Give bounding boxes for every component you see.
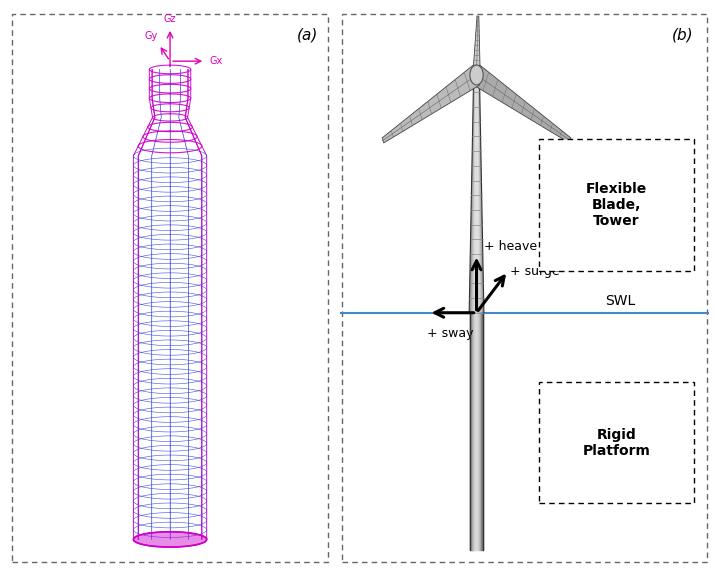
Polygon shape bbox=[478, 78, 481, 313]
Polygon shape bbox=[475, 78, 476, 313]
Ellipse shape bbox=[133, 532, 207, 547]
Text: Gz: Gz bbox=[164, 14, 176, 23]
Text: (b): (b) bbox=[672, 28, 694, 43]
Polygon shape bbox=[471, 78, 475, 313]
Polygon shape bbox=[470, 78, 475, 313]
Text: SWL: SWL bbox=[606, 294, 636, 308]
Polygon shape bbox=[478, 78, 482, 313]
Polygon shape bbox=[477, 78, 478, 313]
Polygon shape bbox=[478, 78, 480, 313]
Polygon shape bbox=[472, 78, 475, 313]
FancyBboxPatch shape bbox=[539, 382, 694, 503]
Text: + sway: + sway bbox=[427, 327, 474, 340]
Polygon shape bbox=[382, 65, 480, 143]
Polygon shape bbox=[477, 78, 478, 313]
Text: + surge: + surge bbox=[510, 264, 559, 278]
Text: Gy: Gy bbox=[144, 31, 158, 40]
Polygon shape bbox=[473, 16, 480, 75]
Polygon shape bbox=[473, 78, 475, 313]
Polygon shape bbox=[473, 78, 475, 313]
Polygon shape bbox=[477, 78, 478, 313]
Polygon shape bbox=[479, 78, 483, 313]
Polygon shape bbox=[470, 78, 474, 313]
Polygon shape bbox=[478, 78, 481, 313]
Polygon shape bbox=[478, 78, 480, 313]
Text: Flexible
Blade,
Tower: Flexible Blade, Tower bbox=[586, 182, 647, 228]
Polygon shape bbox=[475, 78, 476, 313]
Text: + heave: + heave bbox=[484, 240, 537, 253]
Text: Gx: Gx bbox=[210, 56, 223, 66]
Polygon shape bbox=[472, 78, 475, 313]
Text: (a): (a) bbox=[296, 28, 318, 43]
Polygon shape bbox=[473, 78, 475, 313]
Polygon shape bbox=[479, 78, 483, 313]
Circle shape bbox=[470, 65, 483, 85]
Polygon shape bbox=[469, 78, 474, 313]
Text: Rigid
Platform: Rigid Platform bbox=[583, 428, 651, 458]
Polygon shape bbox=[470, 78, 474, 313]
Polygon shape bbox=[473, 65, 571, 143]
Polygon shape bbox=[475, 78, 476, 313]
Polygon shape bbox=[479, 78, 483, 313]
Polygon shape bbox=[474, 78, 475, 313]
FancyBboxPatch shape bbox=[539, 139, 694, 271]
Polygon shape bbox=[478, 78, 480, 313]
Polygon shape bbox=[478, 78, 479, 313]
Polygon shape bbox=[479, 78, 484, 313]
